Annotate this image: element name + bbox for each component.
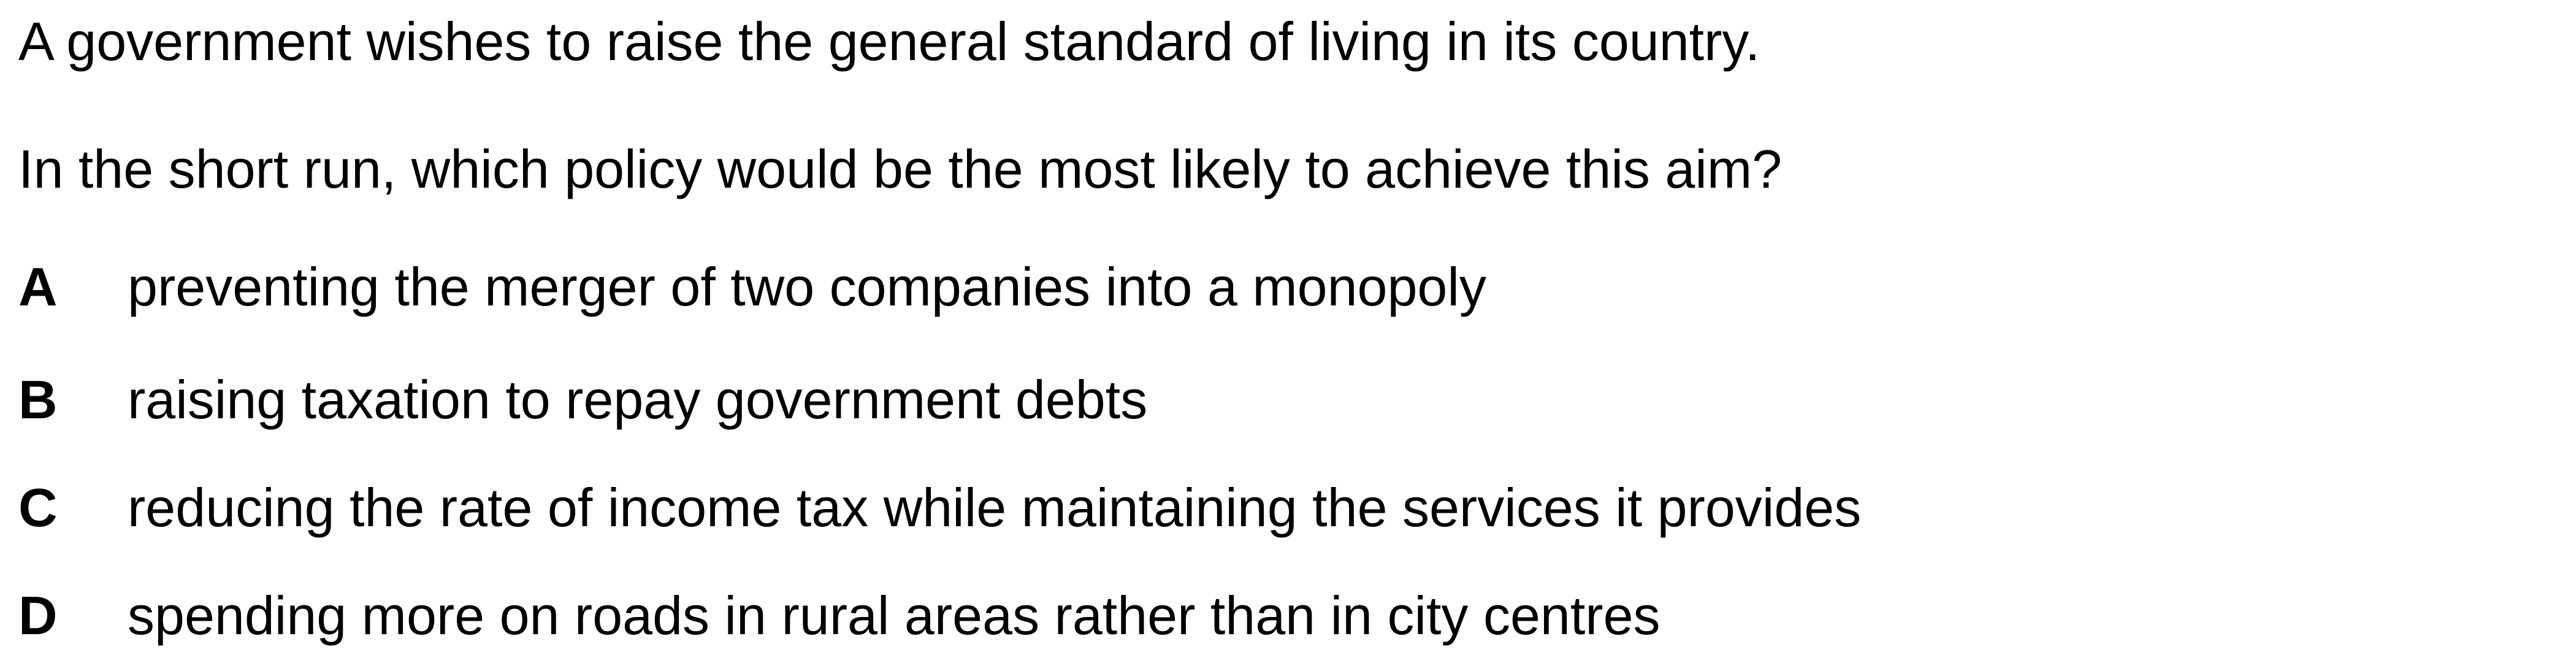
question-stem: A government wishes to raise the general… [18,11,1760,72]
option-text: reducing the rate of income tax while ma… [128,477,1862,538]
option-text: raising taxation to repay government deb… [128,369,1148,430]
option-letter: D [18,585,58,646]
option-letter: A [18,256,58,317]
option-text: preventing the merger of two companies i… [128,256,1486,317]
question-prompt: In the short run, which policy would be … [18,139,1783,199]
option-text: spending more on roads in rural areas ra… [128,585,1661,646]
option-letter: C [18,477,58,538]
option-letter: B [18,369,58,430]
